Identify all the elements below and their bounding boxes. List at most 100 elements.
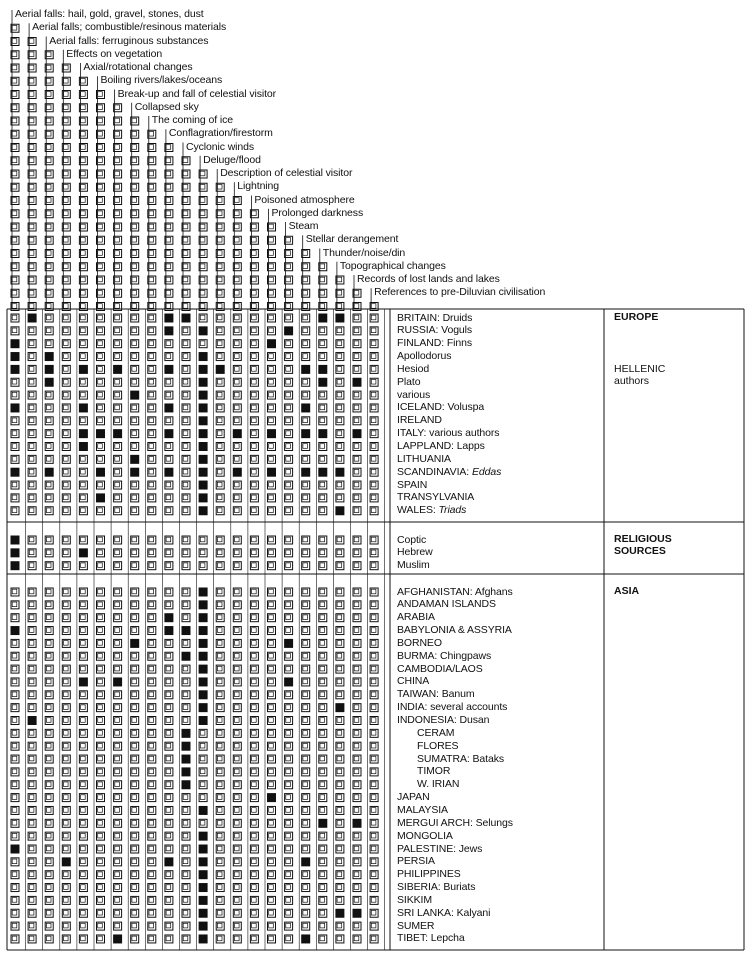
checkbox-inner xyxy=(97,794,103,800)
checkbox-inner xyxy=(302,665,308,672)
checkbox-inner xyxy=(131,897,137,903)
empty-checkbox xyxy=(318,857,328,867)
empty-checkbox xyxy=(284,535,294,545)
empty-checkbox xyxy=(215,921,225,931)
empty-checkbox xyxy=(164,506,174,516)
empty-checkbox xyxy=(130,626,140,636)
checkbox-inner xyxy=(131,443,137,449)
empty-checkbox xyxy=(215,870,225,880)
checkbox-inner xyxy=(148,456,154,462)
checkbox-inner xyxy=(63,717,69,723)
empty-checkbox xyxy=(147,377,157,387)
empty-checkbox xyxy=(164,262,174,272)
empty-checkbox xyxy=(215,883,225,893)
empty-checkbox xyxy=(113,600,123,610)
empty-checkbox xyxy=(96,116,105,126)
checkbox-inner xyxy=(28,366,35,372)
empty-checkbox xyxy=(232,339,242,349)
checkbox-inner xyxy=(114,845,120,852)
column-header-label: Poisoned atmosphere xyxy=(254,193,355,206)
checkbox-inner xyxy=(234,353,240,359)
empty-checkbox xyxy=(44,548,54,558)
checkbox-inner xyxy=(217,469,223,475)
empty-checkbox xyxy=(61,818,71,828)
filled-checkbox xyxy=(301,429,311,439)
checkbox-inner xyxy=(234,391,240,398)
empty-checkbox xyxy=(44,50,54,60)
filled-checkbox xyxy=(352,818,362,828)
row-label: SUMER xyxy=(397,919,435,932)
empty-checkbox xyxy=(44,313,54,323)
empty-checkbox xyxy=(96,262,105,272)
checkbox-inner xyxy=(302,768,308,775)
empty-checkbox xyxy=(318,908,328,918)
checkbox-inner xyxy=(268,884,274,890)
checkbox-inner xyxy=(353,858,360,864)
checkbox-inner xyxy=(131,481,137,488)
empty-checkbox xyxy=(284,275,294,285)
checkbox-inner xyxy=(11,379,18,385)
checkbox-inner xyxy=(63,743,69,749)
checkbox-inner xyxy=(217,832,223,839)
empty-checkbox xyxy=(284,377,294,387)
empty-checkbox xyxy=(164,677,174,687)
empty-checkbox xyxy=(113,793,123,803)
checkbox-inner xyxy=(251,832,257,839)
checkbox-inner xyxy=(182,922,189,929)
checkbox-inner xyxy=(46,832,52,839)
empty-checkbox xyxy=(10,703,20,713)
checkbox-inner xyxy=(131,507,137,513)
checkbox-inner xyxy=(336,640,343,646)
empty-checkbox xyxy=(335,844,345,854)
empty-checkbox xyxy=(164,480,174,490)
empty-checkbox xyxy=(78,818,88,828)
checkbox-inner xyxy=(370,536,377,543)
empty-checkbox xyxy=(267,587,276,597)
empty-checkbox xyxy=(113,288,123,298)
row-label-italic: Eddas xyxy=(471,465,502,478)
empty-checkbox xyxy=(164,831,174,841)
checkbox-inner xyxy=(285,653,291,659)
empty-checkbox xyxy=(78,613,88,623)
checkbox-inner xyxy=(268,391,274,398)
empty-checkbox xyxy=(352,895,362,905)
empty-checkbox xyxy=(61,716,71,725)
checkbox-inner xyxy=(28,494,35,501)
empty-checkbox xyxy=(44,429,54,439)
empty-checkbox xyxy=(96,480,105,490)
empty-checkbox xyxy=(267,548,276,558)
filled-checkbox xyxy=(198,390,208,400)
checkbox-inner xyxy=(182,807,189,813)
empty-checkbox xyxy=(113,561,123,571)
filled-checkbox xyxy=(44,352,54,362)
empty-checkbox xyxy=(232,626,242,636)
filled-checkbox xyxy=(198,377,208,387)
checkbox-inner xyxy=(114,562,120,568)
checkbox-inner xyxy=(251,691,257,697)
checkbox-inner xyxy=(28,653,35,659)
empty-checkbox xyxy=(130,493,140,503)
empty-checkbox xyxy=(284,442,294,451)
empty-checkbox xyxy=(130,613,140,623)
empty-checkbox xyxy=(335,390,345,400)
empty-checkbox xyxy=(369,467,379,477)
checkbox-inner xyxy=(234,562,240,568)
empty-checkbox xyxy=(147,493,157,503)
checkbox-inner xyxy=(28,781,35,787)
empty-checkbox xyxy=(181,613,191,623)
empty-checkbox xyxy=(44,561,54,571)
empty-checkbox xyxy=(130,793,140,803)
empty-checkbox xyxy=(267,352,276,362)
empty-checkbox xyxy=(164,182,174,192)
checkbox-inner xyxy=(165,536,172,543)
checkbox-inner xyxy=(336,845,343,852)
empty-checkbox xyxy=(10,690,20,700)
empty-checkbox xyxy=(284,454,294,464)
empty-checkbox xyxy=(284,741,294,751)
empty-checkbox xyxy=(198,767,208,777)
row-label: BRITAIN: Druids xyxy=(397,311,473,324)
empty-checkbox xyxy=(44,638,54,648)
empty-checkbox xyxy=(232,288,242,298)
checkbox-inner xyxy=(217,640,223,646)
row-label: SRI LANKA: Kalyani xyxy=(397,906,491,919)
